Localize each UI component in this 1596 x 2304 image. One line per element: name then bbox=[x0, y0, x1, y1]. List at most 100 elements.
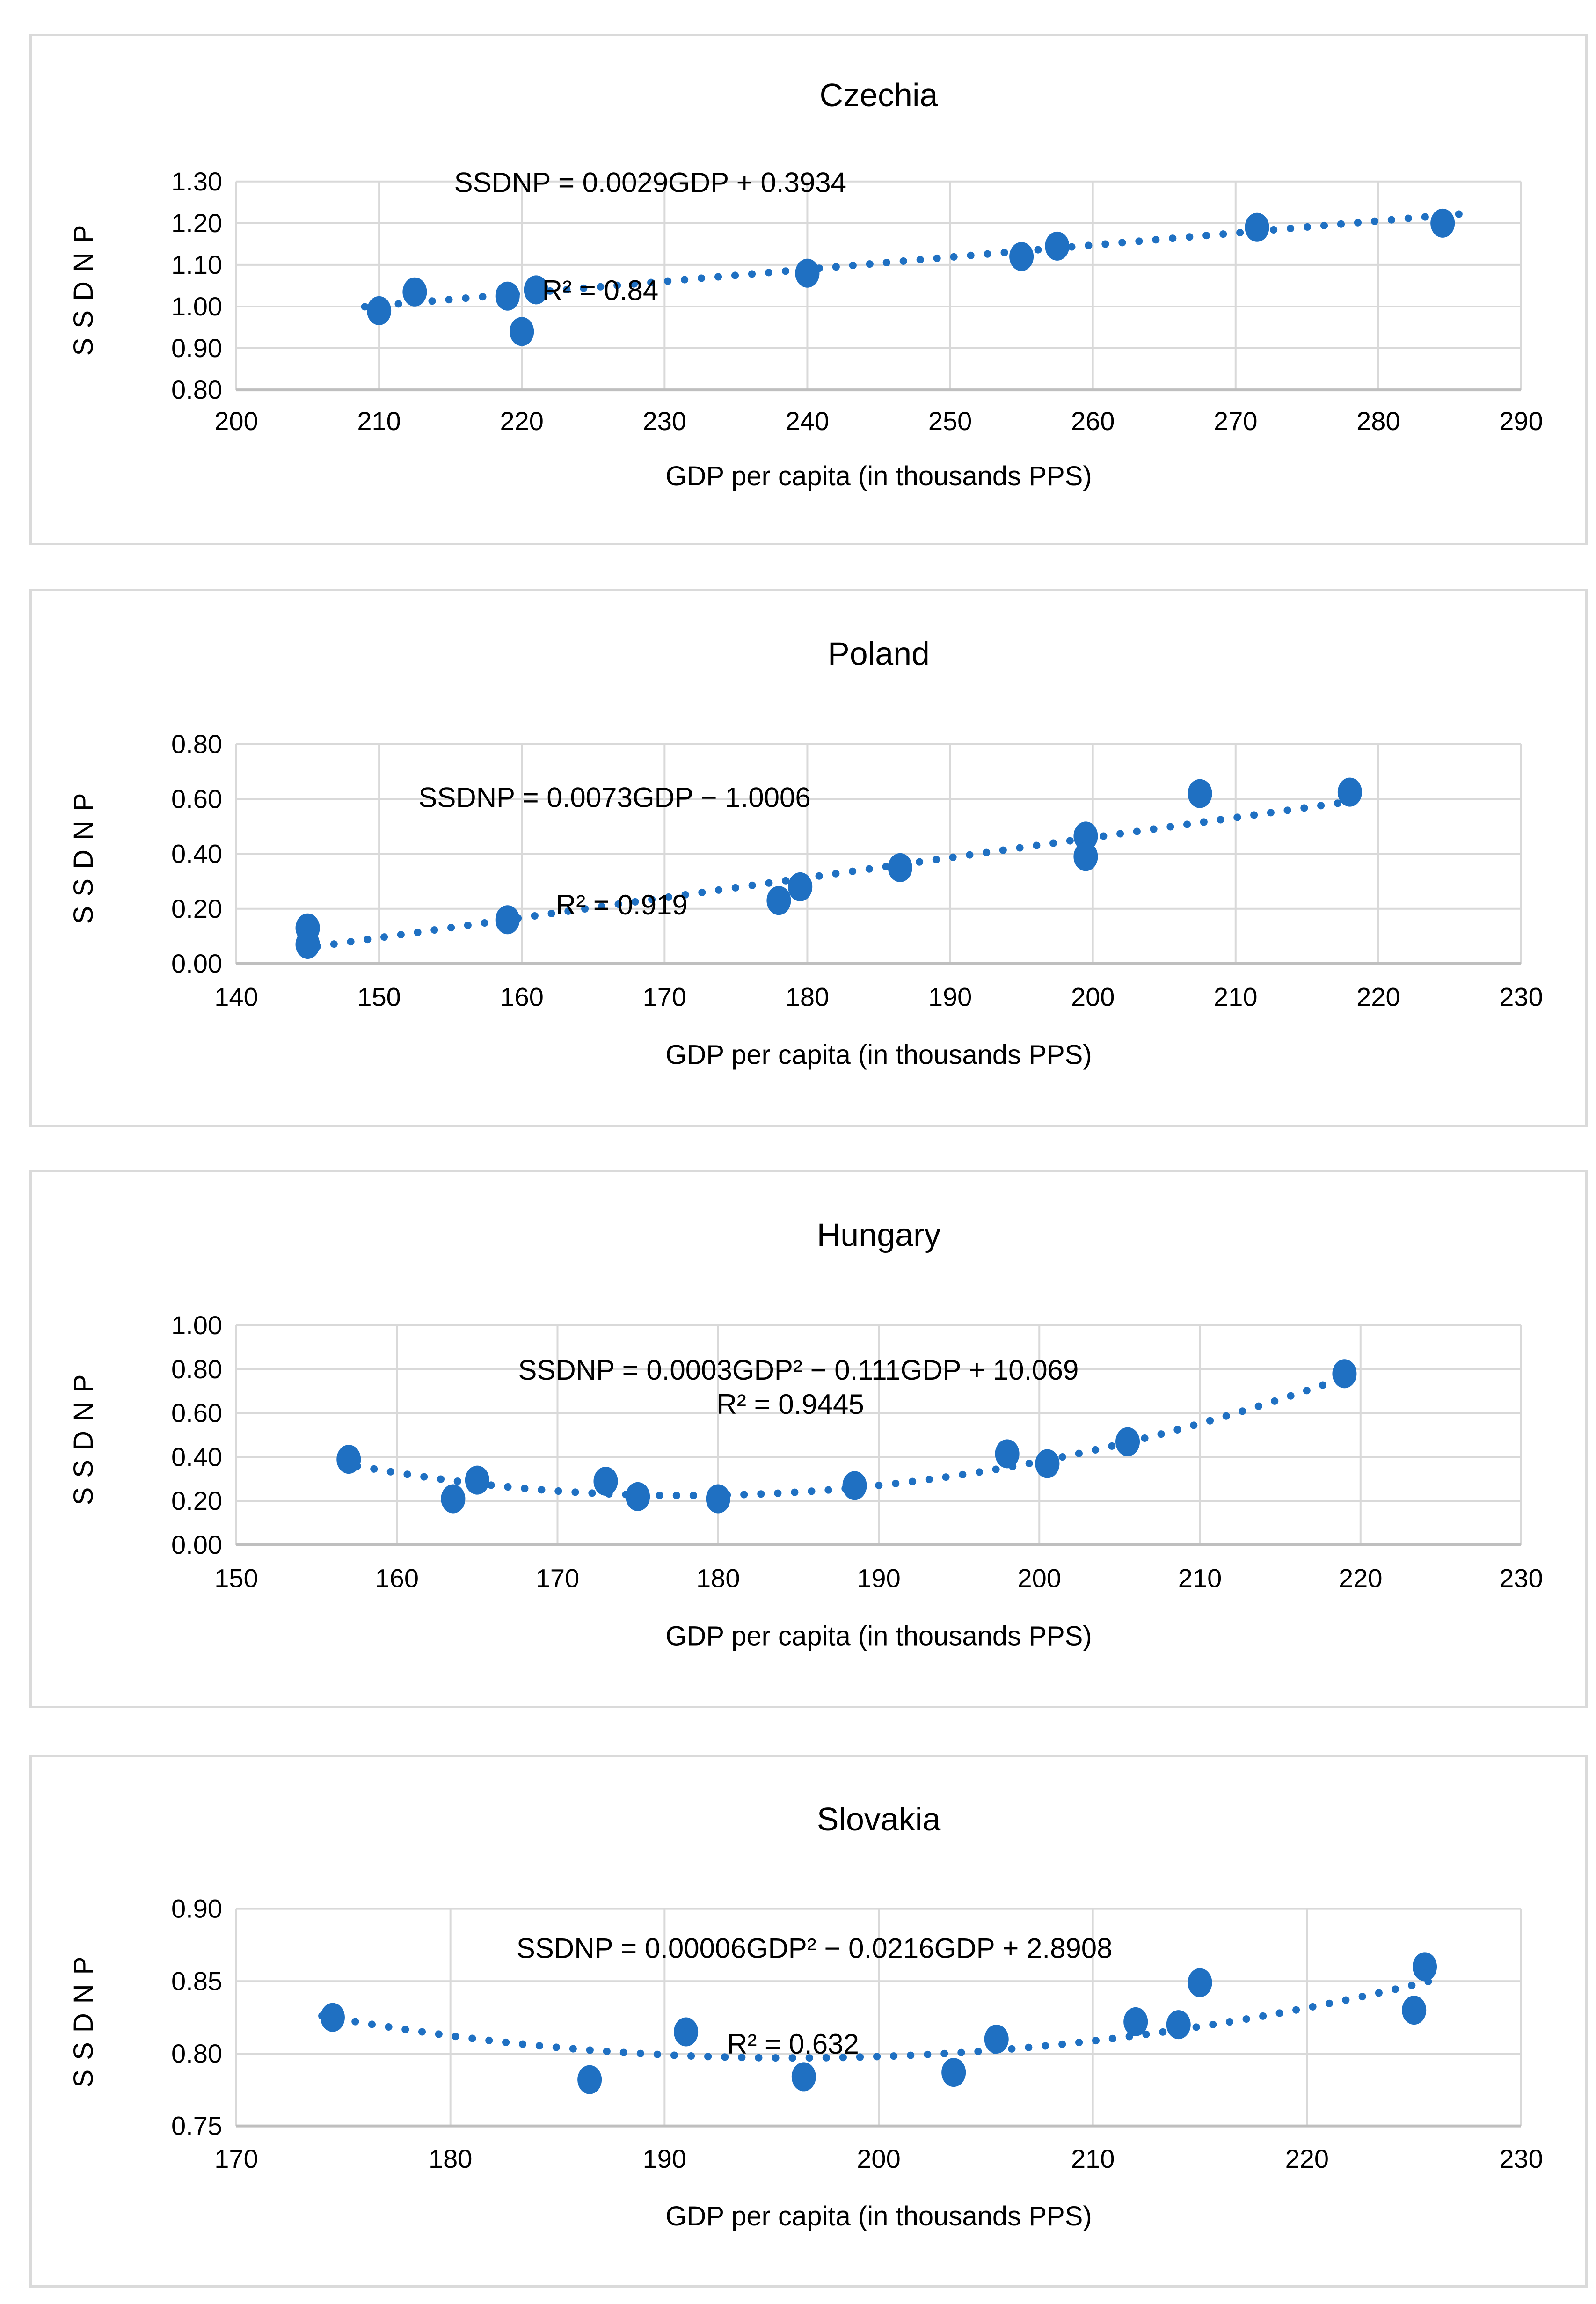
x-tick-label: 230 bbox=[1499, 1563, 1543, 1593]
x-tick-label: 220 bbox=[1356, 982, 1400, 1011]
chart-title: Slovakia bbox=[817, 1801, 941, 1837]
x-tick-label: 290 bbox=[1499, 406, 1543, 436]
regression-equation: SSDNP = 0.0073GDP − 1.0006 bbox=[418, 782, 810, 813]
data-point bbox=[788, 872, 813, 901]
y-tick-label: 0.80 bbox=[171, 2039, 222, 2068]
chart-panel-poland: 140 150 160 170 180 190 200 210 220 230 0.00 0.20 0.… bbox=[29, 589, 1588, 1127]
r-squared-label: R² = 0.84 bbox=[542, 275, 658, 306]
data-point bbox=[941, 2058, 966, 2087]
r-squared-label: R² = 0.9445 bbox=[717, 1389, 864, 1420]
y-tick-label: 0.90 bbox=[171, 1894, 222, 1924]
x-tick-label: 230 bbox=[643, 406, 686, 436]
data-point bbox=[1115, 1427, 1140, 1456]
x-tick-label: 160 bbox=[500, 982, 544, 1011]
x-tick-label: 230 bbox=[1499, 982, 1543, 1011]
chart-panel-slovakia: 170 180 190 200 210 220 230 0.75 0.80 0.85 0.90 Slo… bbox=[29, 1755, 1588, 2288]
y-tick-label: 0.40 bbox=[171, 839, 222, 869]
trend-line bbox=[297, 797, 1361, 953]
trend-line bbox=[318, 1976, 1439, 2062]
x-tick-label: 180 bbox=[786, 982, 829, 1011]
data-point bbox=[465, 1465, 489, 1495]
x-tick-label: 210 bbox=[357, 406, 401, 436]
y-axis-title: SSDNP bbox=[68, 1365, 99, 1506]
data-point bbox=[1245, 212, 1269, 242]
y-axis-title: SSDNP bbox=[68, 784, 99, 924]
data-point bbox=[402, 277, 427, 307]
slovakia-scatter-chart: 170 180 190 200 210 220 230 0.75 0.80 0.85 0.90 Slo… bbox=[68, 1801, 1543, 2231]
data-point bbox=[320, 2003, 345, 2032]
y-tick-label: 0.80 bbox=[171, 1354, 222, 1384]
x-tick-label: 190 bbox=[928, 982, 972, 1011]
y-tick-label: 1.10 bbox=[171, 250, 222, 279]
regression-equation: SSDNP = 0.0029GDP + 0.3934 bbox=[454, 167, 846, 198]
x-tick-label: 210 bbox=[1214, 982, 1257, 1011]
hungary-scatter-chart: 150 160 170 180 190 200 210 220 230 0.00 0.20 0.40 0… bbox=[68, 1217, 1543, 1652]
chart-title: Poland bbox=[828, 636, 930, 672]
data-point bbox=[441, 1484, 466, 1514]
data-point bbox=[1337, 777, 1362, 807]
chart-panel-hungary: 150 160 170 180 190 200 210 220 230 0.00 0.20 0.40 0… bbox=[29, 1170, 1588, 1708]
x-tick-label: 170 bbox=[536, 1563, 579, 1593]
y-tick-label: 0.60 bbox=[171, 784, 222, 813]
y-axis-title: SSDNP bbox=[68, 216, 99, 356]
x-tick-label: 200 bbox=[857, 2144, 900, 2173]
y-tick-label: 0.20 bbox=[171, 1486, 222, 1515]
data-point bbox=[295, 929, 320, 959]
data-point bbox=[593, 1467, 618, 1496]
y-tick-label: 0.00 bbox=[171, 949, 222, 978]
data-point bbox=[1188, 1968, 1212, 1997]
x-tick-label: 170 bbox=[643, 982, 686, 1011]
x-tick-label: 210 bbox=[1178, 1563, 1222, 1593]
x-tick-label: 230 bbox=[1499, 2144, 1543, 2173]
y-tick-label: 1.00 bbox=[171, 1310, 222, 1340]
data-point bbox=[367, 296, 392, 325]
x-tick-label: 150 bbox=[214, 1563, 258, 1593]
data-point bbox=[510, 317, 534, 346]
regression-equation: SSDNP = 0.0003GDP² − 0.111GDP + 10.069 bbox=[518, 1354, 1079, 1386]
y-tick-label: 0.00 bbox=[171, 1530, 222, 1559]
x-tick-label: 190 bbox=[643, 2144, 686, 2173]
data-point bbox=[706, 1484, 730, 1514]
data-point bbox=[995, 1439, 1020, 1469]
x-axis-title: GDP per capita (in thousands PPS) bbox=[665, 1621, 1092, 1652]
czechia-scatter-chart: 200 210 220 230 240 250 260 270 280 290 0.80 0.90 1.… bbox=[68, 77, 1543, 491]
data-point bbox=[1123, 2007, 1148, 2036]
data-point bbox=[766, 886, 791, 915]
data-point bbox=[1035, 1449, 1060, 1478]
y-axis-title: SSDNP bbox=[68, 1947, 99, 2088]
y-tick-label: 0.75 bbox=[171, 2111, 222, 2141]
data-point bbox=[626, 1482, 650, 1511]
r-squared-label: R² = 0.919 bbox=[556, 889, 688, 921]
data-point bbox=[795, 258, 820, 288]
data-point bbox=[1166, 2010, 1191, 2040]
x-tick-label: 220 bbox=[1285, 2144, 1329, 2173]
chart-title: Hungary bbox=[817, 1217, 941, 1253]
y-tick-label: 1.20 bbox=[171, 208, 222, 238]
x-tick-label: 160 bbox=[375, 1563, 419, 1593]
data-point bbox=[1045, 231, 1070, 261]
data-point bbox=[791, 2062, 816, 2092]
y-tick-label: 0.80 bbox=[171, 375, 222, 404]
x-tick-label: 250 bbox=[928, 406, 972, 436]
data-point bbox=[577, 2065, 602, 2094]
x-tick-label: 260 bbox=[1071, 406, 1115, 436]
data-point bbox=[524, 275, 548, 305]
x-tick-label: 240 bbox=[786, 406, 829, 436]
x-tick-label: 170 bbox=[214, 2144, 258, 2173]
x-tick-label: 200 bbox=[1071, 982, 1115, 1011]
y-tick-label: 0.90 bbox=[171, 333, 222, 363]
chart-panel-czechia: 200 210 220 230 240 250 260 270 280 290 0.80 0.90 1.… bbox=[29, 34, 1588, 545]
data-point bbox=[1402, 1996, 1427, 2025]
data-point bbox=[842, 1471, 867, 1500]
data-point bbox=[1073, 842, 1098, 871]
x-tick-label: 220 bbox=[1339, 1563, 1382, 1593]
y-tick-label: 1.30 bbox=[171, 167, 222, 196]
data-point bbox=[1430, 208, 1455, 238]
data-point bbox=[984, 2025, 1009, 2054]
data-point bbox=[888, 853, 912, 882]
x-tick-label: 180 bbox=[696, 1563, 740, 1593]
r-squared-label: R² = 0.632 bbox=[727, 2028, 859, 2060]
poland-scatter-chart: 140 150 160 170 180 190 200 210 220 230 0.00 0.20 0.… bbox=[68, 636, 1543, 1070]
x-tick-label: 270 bbox=[1214, 406, 1257, 436]
